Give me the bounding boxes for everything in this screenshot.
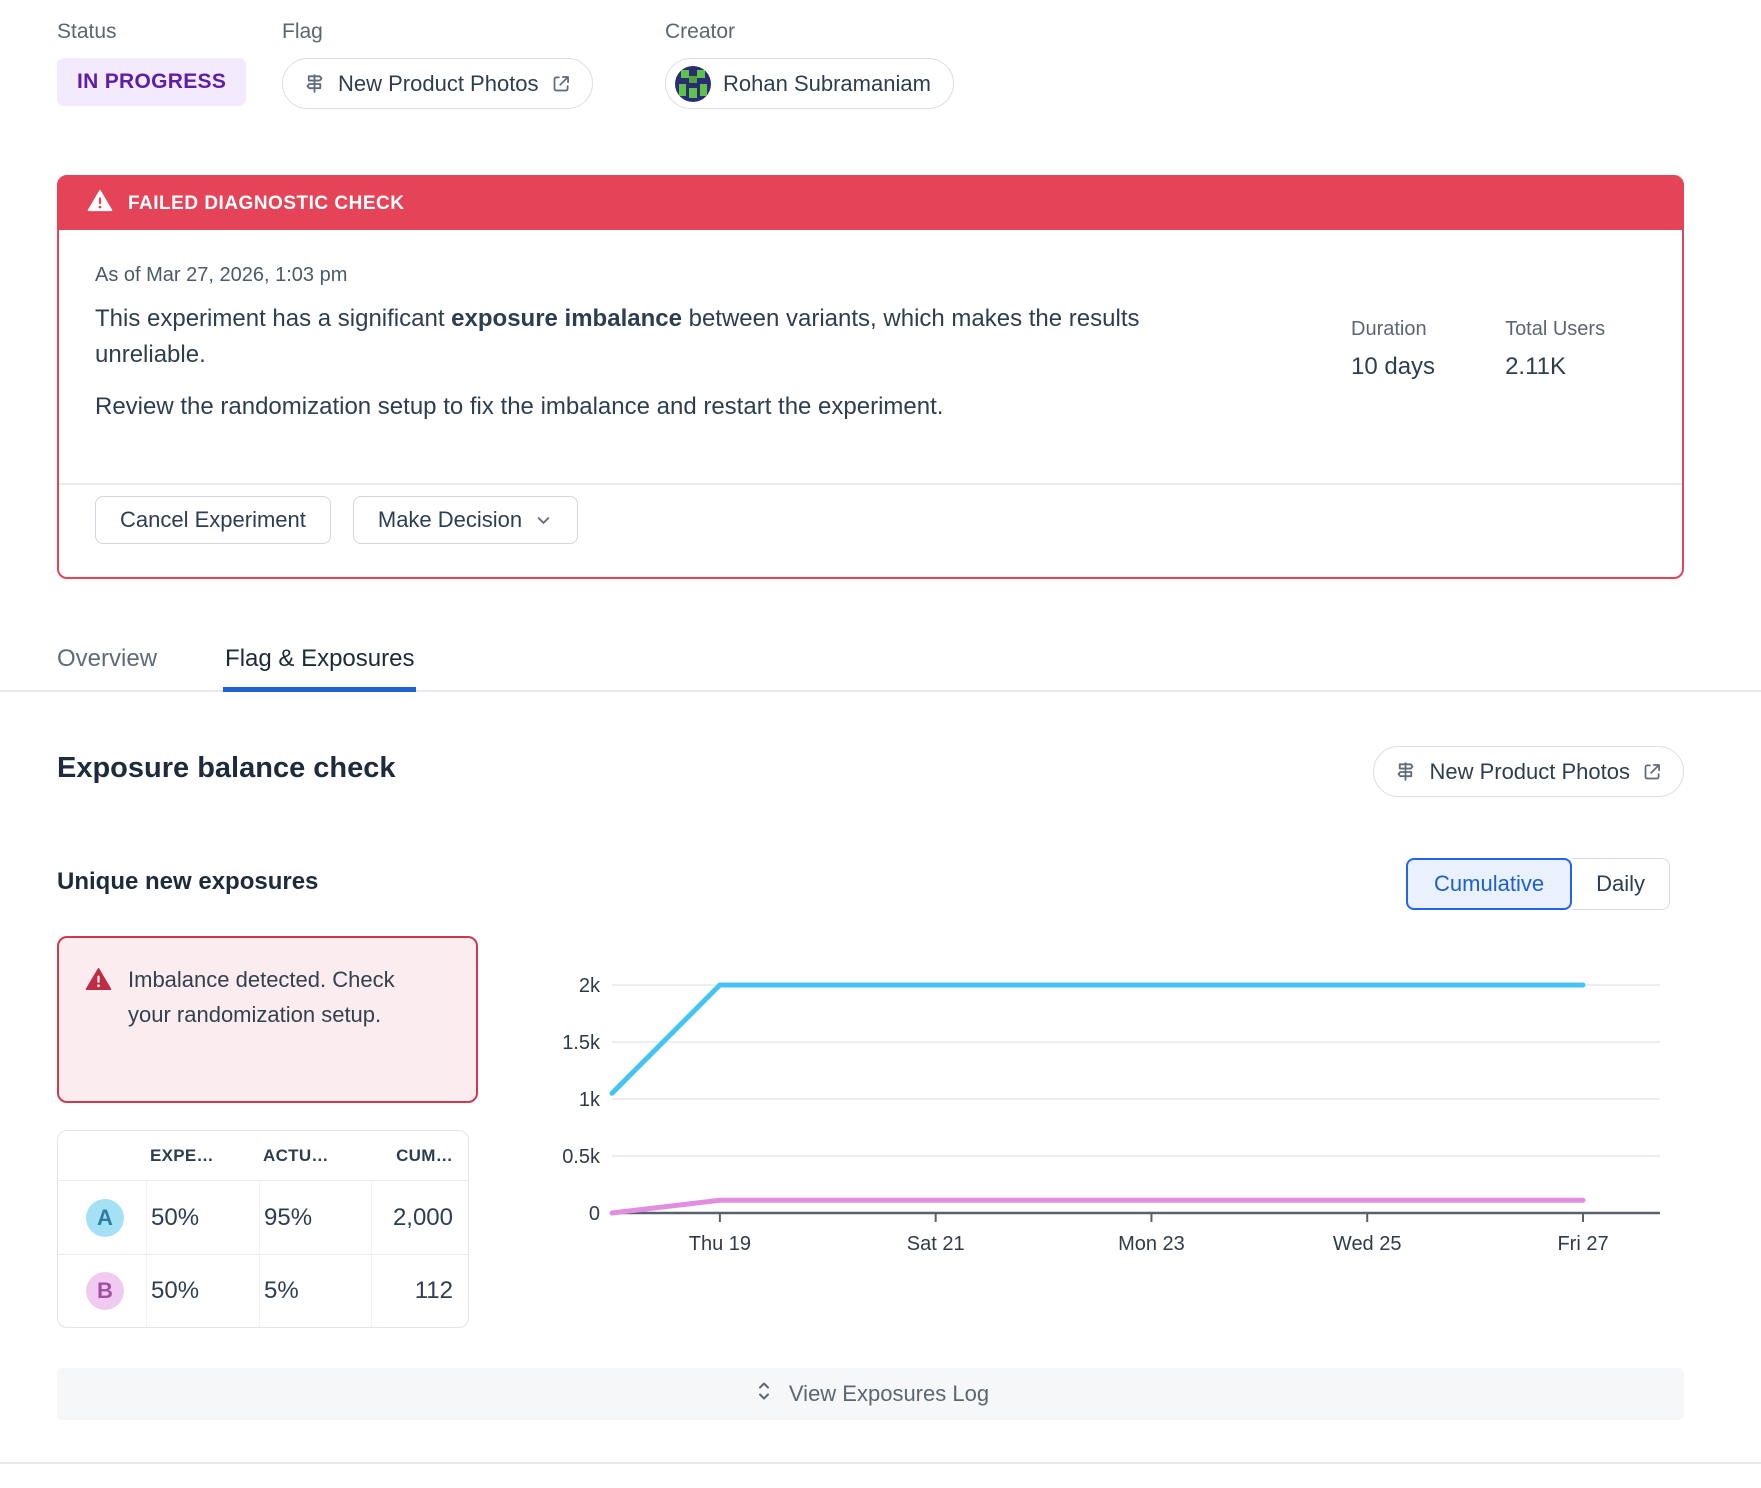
avatar: [675, 66, 711, 102]
alert-actions: Cancel Experiment Make Decision: [95, 496, 578, 544]
svg-text:2k: 2k: [579, 975, 601, 997]
table-header-cumulative: CUM…: [371, 1146, 467, 1166]
external-link-icon: [1642, 761, 1663, 782]
alert-timestamp: As of Mar 27, 2026, 1:03 pm: [95, 264, 1646, 287]
section-flag-link-label: New Product Photos: [1429, 759, 1630, 785]
imbalance-warning: Imbalance detected. Check your randomiza…: [57, 936, 478, 1103]
table-row: B 50% 5% 112: [58, 1254, 468, 1327]
toggle-cumulative[interactable]: Cumulative: [1406, 858, 1572, 910]
imbalance-warning-text: Imbalance detected. Check your randomiza…: [128, 962, 418, 1077]
feature-flag-icon: [1394, 760, 1417, 783]
variant-a-actual: 95%: [259, 1181, 371, 1254]
exposure-table: EXPE… ACTU… CUM… A 50% 95% 2,000 B 50% 5…: [57, 1130, 469, 1328]
variant-a-badge: A: [86, 1199, 124, 1237]
alert-message: This experiment has a significant exposu…: [95, 301, 1205, 373]
interval-toggle: Cumulative Daily: [1406, 858, 1670, 910]
duration-stat: Duration 10 days: [1351, 318, 1435, 381]
status-badge: IN PROGRESS: [57, 58, 246, 106]
flag-link-label: New Product Photos: [338, 71, 539, 97]
svg-text:Wed 25: Wed 25: [1333, 1233, 1402, 1255]
view-exposures-log-label: View Exposures Log: [789, 1381, 989, 1407]
creator-name: Rohan Subramaniam: [723, 71, 931, 97]
status-column: Status IN PROGRESS: [57, 20, 246, 106]
status-label: Status: [57, 20, 246, 44]
unfold-icon: [752, 1379, 776, 1409]
cancel-experiment-button[interactable]: Cancel Experiment: [95, 496, 331, 544]
svg-text:Fri 27: Fri 27: [1557, 1233, 1608, 1255]
creator-chip[interactable]: Rohan Subramaniam: [665, 58, 954, 109]
variant-b-badge: B: [86, 1272, 124, 1310]
alert-body: As of Mar 27, 2026, 1:03 pm This experim…: [59, 230, 1682, 425]
table-row: A 50% 95% 2,000: [58, 1181, 468, 1254]
svg-text:1.5k: 1.5k: [562, 1032, 601, 1054]
make-decision-label: Make Decision: [378, 507, 522, 533]
subsection-title: Unique new exposures: [57, 868, 318, 896]
total-users-stat: Total Users 2.11K: [1505, 318, 1605, 381]
alert-divider: [59, 483, 1682, 485]
alert-header: FAILED DIAGNOSTIC CHECK: [59, 177, 1682, 230]
table-header-row: EXPE… ACTU… CUM…: [58, 1131, 468, 1181]
exposure-chart: 0 0.5k 1k 1.5k 2k Thu 19 Sat 21 Mon 23 Wed 25 Fri…: [500, 940, 1660, 1280]
svg-text:Sat 21: Sat 21: [907, 1233, 965, 1255]
external-link-icon: [551, 73, 572, 94]
table-header-expected: EXPE…: [146, 1146, 259, 1166]
alert-title: FAILED DIAGNOSTIC CHECK: [128, 193, 404, 215]
section-flag-link-button[interactable]: New Product Photos: [1373, 746, 1684, 797]
creator-label: Creator: [665, 20, 954, 44]
svg-text:1k: 1k: [579, 1089, 601, 1111]
warning-icon: [85, 966, 112, 1077]
experiment-page: Status IN PROGRESS Flag New Product Phot…: [0, 0, 1761, 1488]
feature-flag-icon: [303, 72, 326, 95]
duration-value: 10 days: [1351, 353, 1435, 381]
svg-text:Mon 23: Mon 23: [1118, 1233, 1185, 1255]
total-users-label: Total Users: [1505, 318, 1605, 341]
view-exposures-log-button[interactable]: View Exposures Log: [57, 1368, 1684, 1420]
warning-icon: [87, 188, 113, 220]
diagnostic-alert-panel: FAILED DIAGNOSTIC CHECK As of Mar 27, 20…: [57, 175, 1684, 579]
make-decision-button[interactable]: Make Decision: [353, 496, 578, 544]
flag-link-button[interactable]: New Product Photos: [282, 58, 593, 109]
tab-flag-exposures[interactable]: Flag & Exposures: [225, 628, 414, 690]
chevron-down-icon: [534, 511, 553, 530]
svg-text:0.5k: 0.5k: [562, 1146, 601, 1168]
variant-b-expected: 50%: [146, 1255, 259, 1327]
alert-metrics: Duration 10 days Total Users 2.11K: [1351, 318, 1605, 381]
svg-text:Thu 19: Thu 19: [689, 1233, 751, 1255]
duration-label: Duration: [1351, 318, 1435, 341]
flag-label: Flag: [282, 20, 593, 44]
toggle-daily[interactable]: Daily: [1572, 858, 1670, 910]
tab-overview[interactable]: Overview: [57, 628, 157, 690]
table-header-actual: ACTU…: [259, 1146, 371, 1166]
tab-bar: Overview Flag & Exposures: [0, 628, 1761, 692]
creator-column: Creator Rohan Subramaniam: [665, 20, 954, 109]
variant-a-cumulative: 2,000: [371, 1181, 467, 1254]
variant-b-cumulative: 112: [371, 1255, 467, 1327]
alert-message-2: Review the randomization setup to fix th…: [95, 389, 1205, 425]
page-title: Exposure balance check: [57, 752, 396, 785]
variant-b-actual: 5%: [259, 1255, 371, 1327]
exposure-chart-svg: 0 0.5k 1k 1.5k 2k Thu 19 Sat 21 Mon 23 Wed 25 Fri…: [500, 940, 1660, 1280]
flag-column: Flag New Product Photos: [282, 20, 593, 109]
bottom-divider: [0, 1462, 1761, 1464]
variant-a-expected: 50%: [146, 1181, 259, 1254]
total-users-value: 2.11K: [1505, 353, 1605, 381]
svg-text:0: 0: [589, 1203, 600, 1225]
